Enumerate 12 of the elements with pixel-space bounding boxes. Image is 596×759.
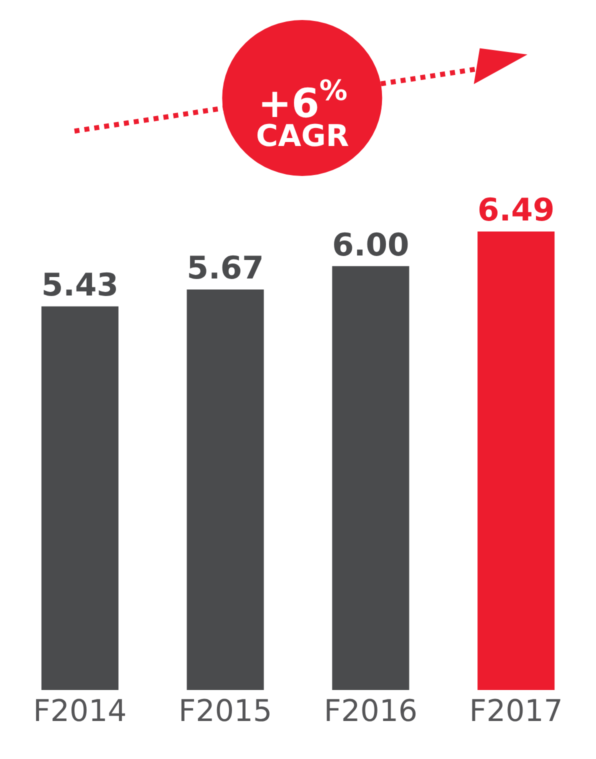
bar xyxy=(41,306,118,690)
data-label: 5.67 xyxy=(186,250,264,287)
x-tick-label: F2017 xyxy=(469,694,563,729)
x-tick-label: F2016 xyxy=(324,694,418,729)
bar xyxy=(478,232,555,690)
bar xyxy=(332,266,410,690)
data-label: 5.43 xyxy=(41,268,118,304)
bar xyxy=(186,289,264,690)
x-tick-label: F2015 xyxy=(178,694,272,729)
x-tick-label: F2014 xyxy=(33,694,127,729)
data-label: 6.49 xyxy=(478,192,555,229)
data-label: 6.00 xyxy=(332,227,410,264)
